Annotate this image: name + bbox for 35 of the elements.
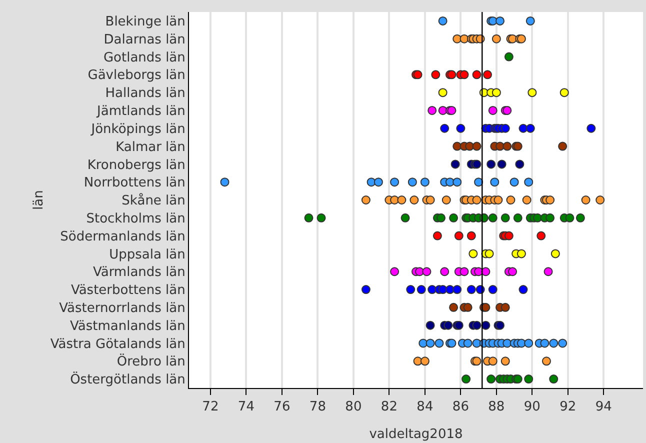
- x-tick-label: 88: [488, 400, 505, 415]
- y-tick-label: Örebro län: [116, 354, 186, 370]
- x-tick-label: 90: [524, 400, 540, 415]
- y-tick-label: Östergötlands län: [70, 372, 186, 388]
- y-tick-label: Norrbottens län: [84, 176, 186, 191]
- x-tick-label: 82: [380, 400, 398, 415]
- x-axis-title: valdeltag2018: [369, 427, 463, 442]
- x-tick-label: 92: [560, 400, 576, 415]
- x-tick-label: 86: [452, 400, 469, 415]
- x-tick-label: 94: [595, 400, 612, 415]
- y-tick-label: Jämtlands län: [96, 104, 186, 120]
- x-tick-label: 76: [274, 400, 290, 415]
- y-tick-label: Kronobergs län: [87, 158, 186, 173]
- y-tick-label: Kalmar län: [116, 140, 186, 155]
- y-tick-label: Södermanlands län: [60, 229, 186, 244]
- x-tick-label: 72: [202, 400, 219, 415]
- y-tick-label: Blekinge län: [105, 14, 186, 30]
- y-tick-label: Stockholms län: [86, 211, 186, 226]
- y-tick-label: Västra Götalands län: [50, 336, 186, 352]
- y-tick-label: Dalarnas län: [104, 32, 186, 48]
- y-tick-label: Gävleborgs län: [88, 68, 186, 84]
- y-tick-label: Uppsala län: [109, 247, 186, 262]
- x-tick-label: 84: [416, 400, 434, 415]
- y-tick-label: Västernorrlands län: [59, 300, 186, 316]
- y-tick-label: Skåne län: [122, 192, 186, 209]
- y-tick-label: Gotlands län: [103, 50, 186, 66]
- x-tick-label: 80: [345, 400, 362, 415]
- y-tick-label: Västmanlands län: [70, 318, 186, 334]
- x-tick-label: 78: [309, 400, 326, 415]
- y-tick-label: Jönköpings län: [90, 122, 186, 137]
- y-axis-title: län: [31, 190, 46, 210]
- y-tick-label: Värmlands län: [92, 265, 186, 280]
- x-tick-label: 74: [238, 400, 254, 415]
- y-tick-label: Hallands län: [105, 86, 186, 102]
- y-tick-label: Västerbottens län: [70, 283, 186, 298]
